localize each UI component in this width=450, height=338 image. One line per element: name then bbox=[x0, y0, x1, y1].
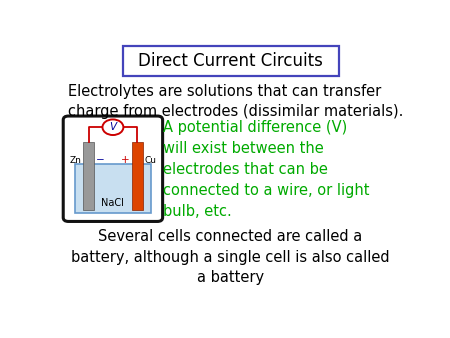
Text: V: V bbox=[109, 122, 117, 132]
Bar bbox=[75, 164, 151, 213]
Text: Several cells connected are called a
battery, although a single cell is also cal: Several cells connected are called a bat… bbox=[71, 229, 390, 285]
Circle shape bbox=[103, 119, 123, 135]
Bar bbox=[131, 142, 143, 211]
Text: Zn: Zn bbox=[69, 156, 81, 165]
FancyBboxPatch shape bbox=[63, 116, 162, 221]
Text: A potential difference (V)
will exist between the
electrodes that can be
connect: A potential difference (V) will exist be… bbox=[162, 120, 369, 219]
FancyBboxPatch shape bbox=[122, 46, 339, 76]
Text: Cu: Cu bbox=[144, 156, 157, 165]
Text: +: + bbox=[121, 155, 130, 165]
Bar bbox=[83, 142, 94, 211]
Text: −: − bbox=[96, 155, 104, 165]
Text: NaCl: NaCl bbox=[102, 198, 124, 208]
Text: Electrolytes are solutions that can transfer
charge from electrodes (dissimilar : Electrolytes are solutions that can tran… bbox=[68, 83, 404, 119]
Text: Direct Current Circuits: Direct Current Circuits bbox=[138, 52, 323, 70]
